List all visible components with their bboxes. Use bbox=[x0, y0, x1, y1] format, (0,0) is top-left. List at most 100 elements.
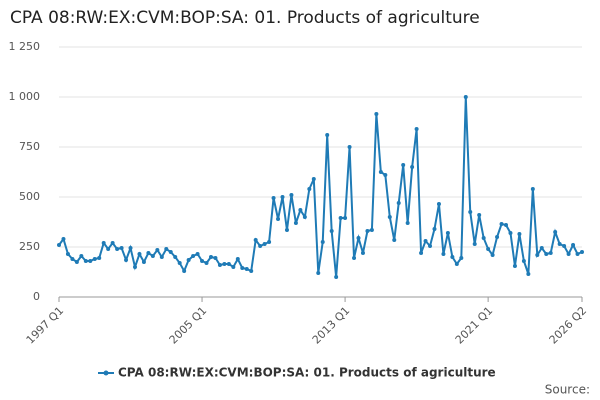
data-point bbox=[204, 261, 209, 265]
x-tick-label: 2013 Q1 bbox=[310, 304, 353, 347]
data-point bbox=[356, 236, 361, 240]
data-point bbox=[217, 263, 222, 267]
data-point bbox=[320, 240, 325, 244]
data-point bbox=[410, 165, 415, 169]
series-line bbox=[58, 96, 583, 278]
data-point bbox=[316, 271, 321, 275]
data-point bbox=[428, 244, 433, 248]
y-tick-label: 750 bbox=[19, 140, 40, 153]
y-tick-label: 0 bbox=[33, 290, 40, 303]
data-point bbox=[383, 173, 388, 177]
data-point bbox=[338, 216, 343, 220]
data-point bbox=[499, 222, 504, 226]
data-point bbox=[365, 229, 370, 233]
y-tick-label: 250 bbox=[19, 240, 40, 253]
data-point bbox=[419, 251, 424, 255]
x-tick-label: 1997 Q1 bbox=[24, 304, 67, 347]
data-point bbox=[387, 215, 392, 219]
y-tick-label: 1 000 bbox=[9, 90, 41, 103]
data-point bbox=[253, 238, 258, 242]
data-point bbox=[57, 243, 61, 247]
data-point bbox=[311, 177, 316, 181]
data-point bbox=[472, 242, 477, 246]
data-point bbox=[249, 269, 254, 273]
data-point bbox=[128, 246, 133, 250]
data-point bbox=[329, 229, 334, 233]
data-point bbox=[571, 243, 576, 247]
legend-label: CPA 08:RW:EX:CVM:BOP:SA: 01. Products of… bbox=[118, 366, 496, 380]
data-point bbox=[504, 223, 509, 227]
data-point bbox=[79, 254, 84, 258]
data-point bbox=[132, 265, 137, 269]
data-point bbox=[150, 254, 155, 258]
data-point bbox=[200, 259, 205, 263]
data-point bbox=[526, 272, 531, 276]
data-point bbox=[92, 257, 97, 261]
data-point bbox=[267, 240, 272, 244]
data-point bbox=[271, 196, 276, 200]
data-point bbox=[293, 221, 298, 225]
data-point bbox=[512, 264, 517, 268]
data-point bbox=[468, 210, 473, 214]
data-point bbox=[307, 187, 312, 191]
data-point bbox=[155, 248, 160, 252]
data-point bbox=[289, 193, 294, 197]
data-point bbox=[110, 241, 115, 245]
data-point bbox=[235, 257, 240, 261]
data-point bbox=[436, 202, 441, 206]
data-point bbox=[481, 236, 486, 240]
data-point bbox=[401, 163, 406, 167]
data-point bbox=[535, 253, 540, 257]
data-point bbox=[280, 195, 285, 199]
data-point bbox=[177, 261, 182, 265]
data-point bbox=[405, 221, 410, 225]
data-point bbox=[553, 230, 558, 234]
data-point bbox=[244, 267, 249, 271]
data-point bbox=[544, 252, 549, 256]
data-point bbox=[445, 231, 450, 235]
data-point bbox=[74, 260, 79, 264]
data-point bbox=[369, 228, 374, 232]
data-point bbox=[575, 252, 580, 256]
data-point bbox=[454, 262, 459, 266]
data-point bbox=[463, 95, 468, 99]
data-point bbox=[182, 269, 187, 273]
data-point bbox=[530, 187, 535, 191]
data-point bbox=[360, 251, 365, 255]
data-point bbox=[495, 235, 500, 239]
data-point bbox=[459, 256, 464, 260]
data-point bbox=[124, 258, 129, 262]
data-point bbox=[284, 228, 289, 232]
data-point bbox=[83, 259, 88, 263]
data-point bbox=[240, 266, 245, 270]
data-point bbox=[486, 247, 491, 251]
data-point bbox=[173, 255, 178, 259]
data-point bbox=[222, 262, 227, 266]
data-point bbox=[347, 145, 352, 149]
data-point bbox=[298, 208, 303, 212]
data-point bbox=[521, 259, 526, 263]
data-point bbox=[302, 215, 307, 219]
legend-marker bbox=[103, 370, 109, 376]
data-point bbox=[146, 251, 151, 255]
data-point bbox=[477, 213, 482, 217]
data-point bbox=[343, 216, 348, 220]
x-tick-label: 2005 Q1 bbox=[167, 304, 210, 347]
data-point bbox=[168, 250, 173, 254]
y-tick-label: 1 250 bbox=[9, 40, 41, 53]
data-point bbox=[441, 252, 446, 256]
data-point bbox=[208, 255, 213, 259]
data-point bbox=[101, 241, 106, 245]
data-point bbox=[119, 246, 124, 250]
data-point bbox=[226, 262, 231, 266]
data-point bbox=[396, 201, 401, 205]
source: Source: bbox=[545, 383, 590, 397]
data-point bbox=[164, 247, 169, 251]
data-point bbox=[325, 133, 330, 137]
data-point bbox=[70, 257, 75, 261]
x-tick-label: 2026 Q2 bbox=[547, 304, 590, 347]
data-point bbox=[374, 112, 379, 116]
data-point bbox=[65, 252, 70, 256]
data-point bbox=[106, 247, 111, 251]
